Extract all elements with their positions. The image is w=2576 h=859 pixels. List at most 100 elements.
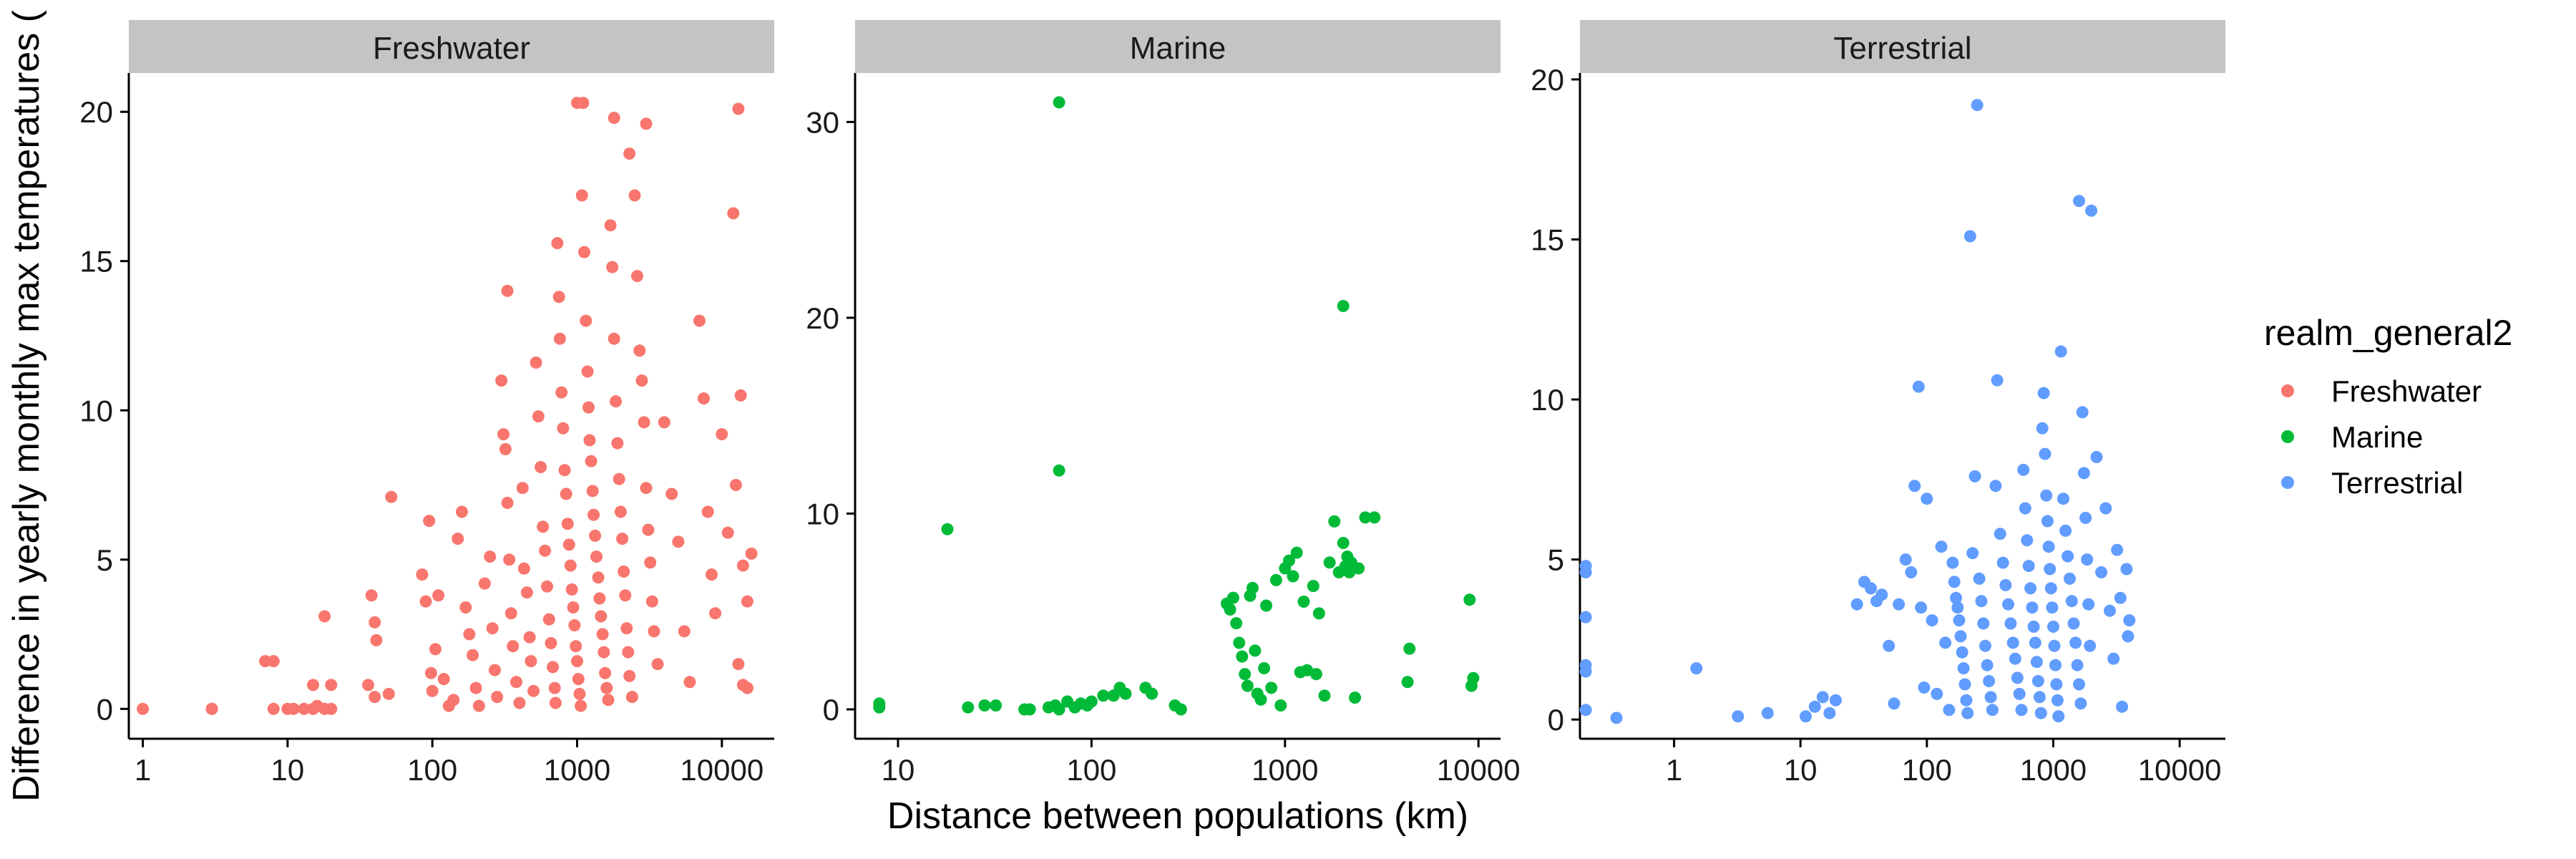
data-point-freshwater [318,610,331,623]
data-point-marine [1359,511,1372,524]
y-tick-label: 5 [97,543,113,577]
data-point-terrestrial [1956,646,1968,659]
data-point-freshwater [567,601,580,613]
data-point-marine [1269,573,1282,586]
data-point-terrestrial [1921,492,1933,505]
data-point-freshwater [645,595,658,608]
data-point-freshwater [701,505,714,518]
data-point-freshwater [486,622,499,635]
data-point-freshwater [504,607,517,620]
data-point-freshwater [592,571,605,584]
data-point-terrestrial [1579,704,1592,717]
data-point-terrestrial [1950,591,1962,604]
data-point-freshwater [484,550,497,563]
data-point-freshwater [429,643,441,656]
data-point-marine [1233,636,1246,649]
data-point-terrestrial [2021,534,2034,547]
y-tick-label: 20 [806,301,839,335]
data-point-terrestrial [2047,621,2059,633]
data-point-freshwater [469,681,482,694]
data-point-terrestrial [1946,556,1959,569]
data-point-terrestrial [1951,601,1964,614]
data-point-terrestrial [2013,687,2026,700]
data-point-terrestrial [2041,515,2054,528]
legend-item-terrestrial: Terrestrial [2281,466,2463,500]
data-point-freshwater [593,592,606,605]
data-point-freshwater [651,658,664,671]
data-point-marine [1287,570,1299,583]
legend-label-terrestrial: Terrestrial [2331,466,2463,500]
data-point-freshwater [459,601,472,613]
data-point-freshwater [489,664,501,676]
legend-key-marine [2281,430,2294,443]
data-point-terrestrial [1905,566,1918,578]
data-point-marine [1224,603,1236,616]
data-point-freshwater [590,550,602,563]
data-point-terrestrial [2074,697,2087,710]
data-point-marine [1053,96,1065,109]
data-point-freshwater [558,464,571,477]
data-point-marine [1053,464,1065,477]
data-point-freshwater [580,314,592,327]
data-point-terrestrial [2019,502,2031,515]
data-point-freshwater [507,640,519,653]
y-ticks-terrestrial: 0 5 10 15 20 [1531,63,1580,737]
data-point-freshwater [610,395,623,408]
data-point-marine [1297,596,1310,608]
data-point-freshwater [365,589,378,602]
data-point-freshwater [608,332,620,345]
data-point-terrestrial [1986,704,1999,717]
data-point-freshwater [571,655,583,668]
data-point-freshwater [510,676,522,689]
data-point-freshwater [416,568,429,581]
data-point-marine [1283,554,1295,567]
data-point-freshwater [606,261,619,273]
data-point-terrestrial [2077,467,2090,480]
data-point-marine [990,699,1002,712]
data-point-terrestrial [2046,601,2059,614]
data-point-terrestrial [1908,480,1921,492]
data-point-freshwater [611,437,624,450]
data-point-freshwater [600,681,613,694]
data-point-freshwater [706,568,718,581]
data-point-terrestrial [1981,659,1994,671]
data-point-terrestrial [1800,710,1812,723]
y-tick-label: 5 [1548,543,1564,577]
data-point-terrestrial [2006,636,2019,649]
data-point-marine [1337,300,1350,312]
data-point-freshwater [325,679,338,691]
data-point-freshwater [564,559,577,572]
data-point-terrestrial [1883,639,1896,652]
data-point-freshwater [432,589,445,602]
data-point-terrestrial [1975,595,1988,608]
data-point-freshwater [732,658,745,671]
data-point-freshwater [727,207,740,220]
x-ticks-terrestrial: 1 10 100 1000 10000 [1666,739,2222,787]
data-point-terrestrial [1931,687,1943,700]
data-point-terrestrial [2051,694,2064,707]
points-terrestrial [1579,99,2136,724]
data-point-terrestrial [2122,630,2135,643]
data-point-terrestrial [2116,700,2129,713]
data-point-freshwater [447,694,460,707]
data-point-marine [1265,681,1278,694]
data-point-terrestrial [2029,636,2041,649]
data-point-freshwater [613,472,625,485]
data-point-terrestrial [2073,195,2085,208]
data-point-freshwater [542,613,555,626]
data-point-terrestrial [1823,707,1836,719]
data-point-freshwater [555,386,568,399]
data-point-marine [1274,699,1287,712]
data-point-marine [1309,668,1322,681]
data-point-freshwater [589,529,602,542]
data-point-terrestrial [2090,451,2103,463]
data-point-freshwater [570,640,582,653]
data-point-freshwater [562,538,575,551]
x-tick-label: 100 [407,753,457,787]
points-marine [873,96,1480,716]
data-point-freshwater [525,655,537,668]
legend-key-freshwater [2281,384,2294,397]
data-point-terrestrial [1865,582,1877,595]
data-point-freshwater [721,526,734,539]
data-point-terrestrial [2039,447,2051,460]
